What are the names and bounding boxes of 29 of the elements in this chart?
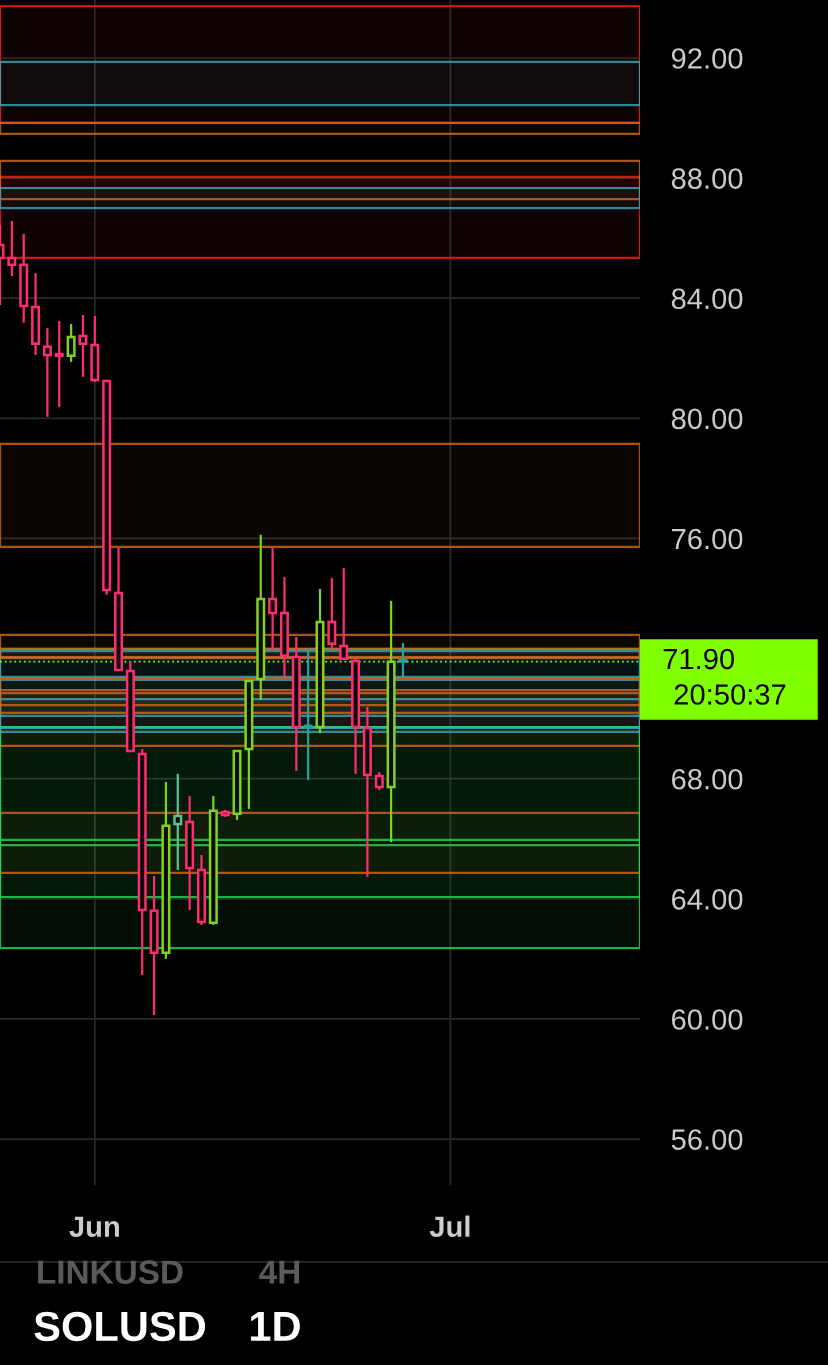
y-tick-label: 60.00: [672, 1009, 743, 1030]
candlestick: [327, 576, 337, 650]
candlestick: [66, 322, 76, 363]
candlestick: [7, 219, 17, 278]
candlestick: [42, 326, 52, 418]
candlestick: [374, 770, 384, 792]
text: 1D: [250, 1312, 300, 1341]
text: LINKUSD: [38, 1260, 183, 1284]
y-tick-label: 68.00: [672, 768, 743, 790]
y-tick-label: 64.00: [672, 889, 743, 910]
y-tick-label: 88.00: [671, 168, 743, 189]
text: SOLUSD: [34, 1311, 206, 1342]
candlestick: [54, 319, 64, 409]
text: 20:50:37: [674, 684, 786, 705]
candlestick: [268, 546, 278, 651]
candlestick: [398, 641, 408, 678]
candlestick: [339, 566, 349, 662]
candlestick: [303, 646, 313, 781]
y-tick-label: 92.00: [671, 48, 743, 69]
candlestick: [78, 313, 88, 378]
y-tick-label: 80.00: [671, 408, 743, 430]
x-tick-label: Jun: [69, 1216, 119, 1237]
y-tick-label: 76.00: [672, 528, 743, 550]
x-tick-label: Jul: [429, 1215, 470, 1237]
y-tick-label: 84.00: [671, 288, 743, 310]
ref-line-label: 71.90: [663, 648, 735, 670]
candlestick: [173, 772, 183, 872]
y-tick-label: 56.00: [671, 1129, 743, 1150]
text: 4H: [259, 1260, 300, 1284]
